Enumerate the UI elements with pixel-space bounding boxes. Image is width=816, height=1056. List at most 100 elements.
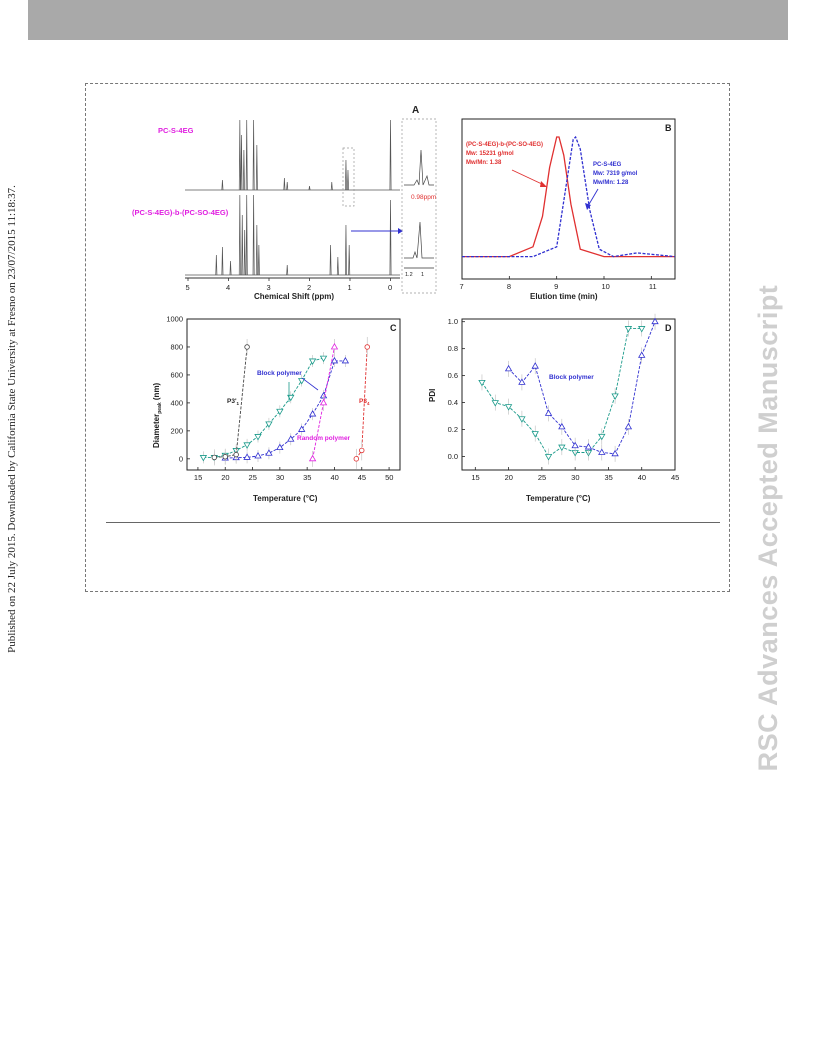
y-tick-label: 200 [170, 426, 183, 435]
panel-c-letter: C [390, 323, 397, 333]
gpc-curve-block [462, 136, 675, 258]
panel-a-letter: A [412, 105, 419, 116]
gpc-homo-arrow [587, 188, 599, 207]
data-point [254, 434, 262, 441]
x-tick-label: 20 [221, 473, 229, 482]
series-line [508, 321, 656, 455]
nmr-spectrum-bottom [185, 194, 400, 276]
x-tick-label: 35 [604, 473, 612, 482]
series-line [481, 327, 642, 458]
panel-a-tick-label: 1 [348, 283, 352, 292]
panel-a-ticks: 5 4 3 2 1 0 [186, 278, 392, 292]
data-point [598, 433, 606, 441]
panel-b-frame [461, 118, 676, 280]
caption-divider [106, 522, 720, 523]
panel-d-series [478, 313, 659, 465]
data-point [330, 342, 339, 350]
nmr-highlight-box [342, 147, 355, 207]
data-point [364, 344, 370, 350]
data-point [544, 409, 553, 416]
nmr-spectrum-top [185, 119, 400, 191]
x-tick-label: 15 [471, 473, 479, 482]
data-point [611, 393, 619, 400]
data-point [243, 442, 251, 449]
panel-a-top-label: PC-S-4EG [158, 126, 194, 135]
panel-b-tick-label: 10 [602, 282, 610, 291]
panel-c-random-label: Random polymer [297, 435, 351, 442]
data-point [558, 422, 566, 430]
data-point [211, 454, 218, 461]
panel-d: D 15 20 25 30 35 40 45 0.0 0.2 0.4 0.6 0.8 1.0 Tempe… [428, 313, 680, 503]
panel-a-xlabel: Chemical Shift (ppm) [254, 292, 334, 301]
data-point [243, 453, 251, 460]
data-point [651, 317, 659, 325]
data-point [319, 398, 328, 406]
panel-c-ticks: 15 20 25 30 35 40 45 50 0 200 400 600 800 1000 [166, 315, 393, 483]
panel-d-frame [461, 318, 676, 471]
y-tick-label: 0.2 [448, 425, 458, 434]
x-tick-label: 50 [385, 473, 393, 482]
data-point [638, 326, 646, 333]
gpc-block-arrow-head [540, 181, 547, 187]
panel-c-ylabel-group: Diameterpeak (nm) [152, 382, 163, 448]
y-tick-label: 1000 [166, 315, 183, 324]
data-point [518, 378, 526, 385]
x-tick-label: 25 [538, 473, 546, 482]
panel-c-block-arrow [301, 377, 319, 391]
gpc-block-mw: Mw: 15231 g/mol [466, 151, 514, 157]
y-tick-label: 0 [179, 454, 183, 463]
x-tick-label: 30 [276, 473, 284, 482]
data-point [584, 443, 593, 450]
gpc-homo-name: PC-S-4EG [593, 162, 622, 168]
panel-b-ticks: 7 8 9 10 11 [460, 276, 657, 291]
inset-tick-1: 1.2 [405, 272, 413, 278]
series-line [214, 346, 248, 458]
data-point [308, 454, 317, 462]
x-tick-label: 15 [194, 473, 202, 482]
data-point [319, 355, 328, 363]
data-point [558, 444, 566, 452]
panel-a-arrow-head [398, 228, 403, 234]
y-tick-label: 0.6 [448, 371, 458, 380]
nmr-inset-box [401, 118, 437, 294]
data-point [518, 416, 526, 423]
data-point [265, 421, 273, 428]
panel-c-xlabel: Temperature (°C) [253, 494, 318, 503]
y-tick-label: 600 [170, 370, 183, 379]
data-point [330, 356, 339, 364]
panel-a-tick-label: 0 [388, 283, 392, 292]
x-tick-label: 45 [358, 473, 366, 482]
panel-b-letter: B [665, 123, 672, 133]
panel-b-tick-label: 9 [554, 282, 558, 291]
panel-d-letter: D [665, 323, 672, 333]
data-point [504, 364, 513, 372]
y-tick-label: 800 [170, 342, 183, 351]
data-point [287, 435, 295, 442]
figure-frame [85, 83, 730, 592]
panel-c-ylabel: Diameterpeak (nm) [152, 382, 163, 448]
data-point [571, 441, 579, 449]
panel-a-bottom-label: (PC-S-4EG)-b-(PC-SO-4EG) [132, 208, 229, 217]
panel-b-tick-label: 8 [507, 282, 511, 291]
x-tick-label: 40 [638, 473, 646, 482]
data-point [244, 344, 250, 350]
data-point [638, 351, 646, 358]
panel-a-tick-label: 2 [307, 283, 311, 292]
x-tick-label: 20 [505, 473, 513, 482]
panel-d-ylabel-group: PDI [428, 389, 437, 402]
data-point [265, 449, 273, 456]
panel-c-series [199, 336, 370, 469]
y-tick-label: 400 [170, 398, 183, 407]
panel-d-ticks: 15 20 25 30 35 40 45 0.0 0.2 0.4 0.6 0.8 1.0 [448, 317, 680, 482]
data-point [598, 448, 606, 455]
data-point [624, 422, 633, 430]
data-point [544, 454, 553, 461]
panel-d-xlabel: Temperature (°C) [526, 494, 591, 503]
data-point [341, 356, 350, 364]
panel-c-frame [186, 318, 401, 471]
gpc-block-name: (PC-S-4EG)-b-(PC-SO-4EG) [466, 142, 543, 148]
y-tick-label: 1.0 [448, 317, 458, 326]
data-point [359, 447, 365, 454]
data-point [531, 362, 539, 369]
